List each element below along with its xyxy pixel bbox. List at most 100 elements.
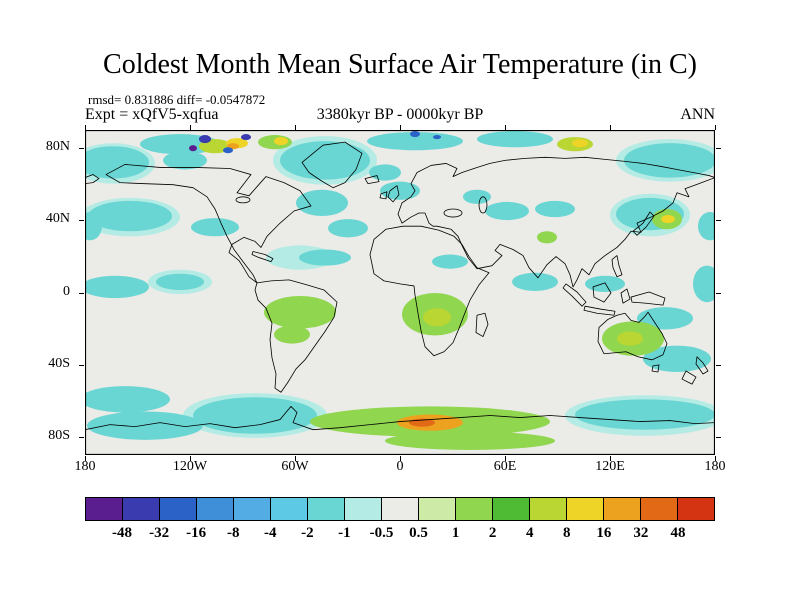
colorbar-segment: [456, 498, 493, 520]
coast-new-guinea: [630, 291, 666, 306]
colorbar-labels: -48 -32 -16 -8 -4 -2 -1 -0.5 0.5 1 2 4 8 16 32 48: [85, 525, 715, 545]
anomaly-region: [693, 265, 715, 303]
colorbar-tick-label: -8: [226, 525, 240, 541]
colorbar-segment: [567, 498, 604, 520]
axis-tick: [505, 456, 506, 461]
y-axis-ticks: [79, 130, 85, 455]
colorbar-tick-label: -4: [264, 525, 277, 541]
colorbar-tick-label: 32: [633, 525, 649, 541]
lake-black-sea: [443, 208, 463, 218]
axis-tick: [190, 456, 191, 461]
y-axis-labels: 80N 40N 0 40S 80S: [28, 130, 78, 455]
coast-madagascar: [475, 312, 489, 337]
anomaly-region: [410, 131, 420, 138]
anomaly-region: [572, 139, 588, 148]
anomaly-region: [328, 219, 368, 238]
plot-title: Coldest Month Mean Surface Air Temperatu…: [103, 49, 697, 80]
axis-tick: [505, 125, 506, 130]
anomaly-region: [191, 218, 239, 237]
anomaly-region: [535, 200, 575, 218]
axis-tick: [79, 292, 84, 294]
coast-sumatra: [562, 283, 587, 307]
anomaly-region: [189, 145, 197, 152]
colorbar-segment: [530, 498, 567, 520]
coast-iceland: [364, 175, 380, 185]
lake-caspian-sea: [478, 196, 488, 214]
anomaly-region: [423, 308, 451, 327]
axis-tick: [190, 125, 191, 130]
season-label: ANN: [680, 106, 715, 123]
colorbar-tick-label: -32: [149, 525, 170, 541]
coast-africa: [369, 225, 490, 357]
y-tick-label: 0: [63, 283, 70, 299]
coast-borneo: [592, 282, 612, 303]
colorbar-segment: [678, 498, 714, 520]
rmsd-diff-stats: rmsd= 0.831886 diff= -0.0547872: [88, 92, 266, 107]
coast-tasmania: [651, 364, 660, 373]
axis-tick: [716, 436, 721, 438]
axis-tick: [715, 456, 716, 461]
axis-tick: [400, 456, 401, 461]
axis-tick: [716, 220, 721, 222]
x-tick-label: 0: [396, 459, 404, 474]
anomaly-region: [85, 275, 149, 299]
coast-australia: [597, 311, 668, 361]
coast-philippines: [611, 255, 623, 278]
coastlines: [85, 141, 715, 431]
map-plot-area: [85, 130, 715, 455]
coast-ireland: [379, 191, 388, 200]
plot-subheader: Expt = xQfV5-xqfua 3380kyr BP - 0000kyr …: [85, 106, 715, 124]
coast-greenland: [301, 141, 363, 189]
colorbar-segment: [197, 498, 234, 520]
x-axis-ticks: [85, 456, 716, 462]
world-map: [85, 130, 715, 455]
colorbar-segment: [271, 498, 308, 520]
anomaly-region: [643, 345, 711, 372]
lake-great-lakes: [235, 196, 251, 204]
x-axis-ticks-top: [85, 125, 716, 130]
colorbar-tick-label: -16: [186, 525, 207, 541]
y-tick-label: 40S: [48, 355, 70, 371]
anomaly-region: [432, 254, 468, 269]
anomaly-region: [380, 181, 420, 200]
colorbar-segment: [419, 498, 456, 520]
x-axis-labels: 180 120W 60W 0 60E 120E 180: [75, 459, 726, 477]
colorbar-tick-label: 1: [451, 525, 460, 541]
coast-new-zealand-north: [695, 356, 709, 375]
anomaly-region: [512, 272, 558, 291]
anomaly-region: [199, 135, 211, 144]
x-tick-label: 120W: [172, 459, 208, 474]
anomaly-region: [88, 200, 172, 232]
coast-java: [583, 305, 616, 316]
coast-japan: [632, 211, 655, 236]
axis-tick: [295, 125, 296, 130]
x-tick-label: 120E: [595, 459, 625, 474]
axis-tick: [85, 456, 86, 461]
anomaly-region: [85, 146, 149, 179]
anomaly-region: [85, 212, 102, 241]
coast-eurasia: [397, 156, 715, 288]
axis-tick: [85, 125, 86, 130]
axis-tick: [716, 148, 721, 150]
anomaly-region: [369, 164, 401, 181]
anomaly-region: [241, 134, 251, 141]
period-label: 3380kyr BP - 0000kyr BP: [316, 106, 484, 123]
anomaly-region: [617, 331, 643, 346]
anomaly-region: [296, 189, 348, 217]
colorbar-segment: [86, 498, 123, 520]
colorbar-tick-label: 2: [488, 525, 497, 541]
coast-antarctica: [85, 405, 715, 431]
coast-new-zealand-south: [681, 370, 697, 385]
x-tick-label: 180: [74, 459, 96, 474]
colorbar-tick-label: 4: [525, 525, 534, 541]
map-frame: [85, 130, 715, 455]
anomaly-region: [264, 296, 336, 329]
axis-tick: [79, 148, 84, 150]
anomaly-region: [537, 231, 557, 244]
anomaly-region: [274, 137, 288, 146]
anomaly-region: [433, 135, 441, 140]
anomaly-region: [280, 141, 370, 180]
colorbar-tick-label: -48: [112, 525, 133, 541]
colorbar-segment: [345, 498, 382, 520]
anomaly-region: [477, 131, 553, 148]
